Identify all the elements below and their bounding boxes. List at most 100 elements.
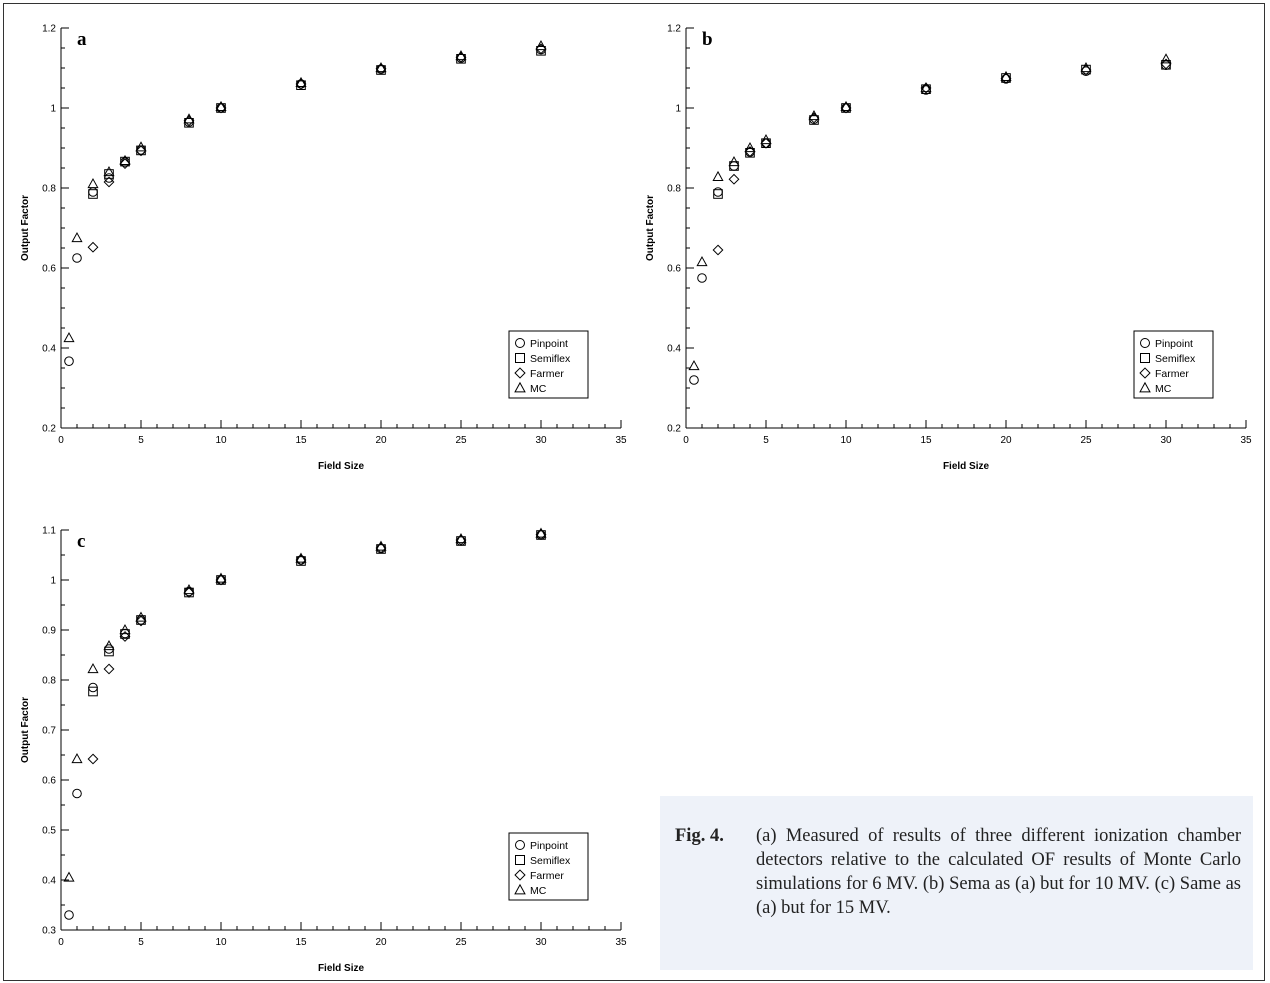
y-axis-title: Output Factor [20, 195, 31, 261]
data-point [104, 646, 114, 657]
data-point [535, 529, 547, 540]
legend-label: Semiflex [1155, 353, 1196, 365]
legend-label: MC [1155, 383, 1172, 395]
data-point [712, 170, 724, 181]
data-point [376, 543, 386, 554]
y-tick-label: 0.8 [667, 184, 681, 195]
data-point [103, 176, 115, 188]
series-pinpoint [689, 60, 1171, 385]
chart-panel-a: 0 5 10 15 20 25 30 35 0.2 0.4 0.6 0.8 1 1.2 Field Size… [20, 24, 627, 473]
panel-label: a [77, 29, 87, 50]
y-tick-label: 0.6 [42, 264, 56, 275]
chart-panel-b: 0 5 10 15 20 25 30 35 0.2 0.4 0.6 0.8 1 1.2 Field Size… [645, 24, 1252, 473]
data-point [375, 540, 387, 551]
data-point [535, 527, 547, 538]
data-point [455, 51, 467, 63]
data-point [88, 686, 98, 697]
legend-label: Farmer [530, 870, 564, 882]
x-tick-label: 35 [1240, 435, 1252, 446]
data-point [71, 232, 83, 243]
data-point [745, 148, 755, 158]
data-point [119, 631, 131, 642]
caption-text: (a) Measured of results of three differe… [756, 826, 1241, 918]
data-point [744, 146, 756, 158]
y-tick-label: 1 [675, 104, 681, 115]
data-point [87, 753, 99, 765]
data-point [1000, 70, 1012, 81]
data-point [103, 640, 115, 651]
x-tick-label: 20 [375, 435, 387, 446]
legend-marker-mc [1139, 381, 1151, 393]
series-farmer [87, 529, 547, 765]
y-tick-label: 0.2 [42, 424, 56, 435]
data-point [87, 663, 99, 674]
x-tick-label: 35 [615, 937, 627, 948]
legend-marker-semiflex [1140, 353, 1150, 363]
legend: Pinpoint Semiflex Farmer MC [508, 330, 589, 399]
data-point [135, 145, 147, 157]
panel-label: c [77, 531, 85, 552]
legend-label: Semiflex [530, 855, 571, 867]
data-point [88, 187, 98, 197]
x-tick-label: 0 [58, 435, 64, 446]
data-point [119, 154, 131, 165]
legend-label: Pinpoint [1155, 338, 1193, 350]
data-point [455, 50, 467, 61]
y-tick-label: 1.2 [667, 24, 681, 35]
y-tick-label: 0.7 [42, 726, 56, 737]
data-point [840, 102, 852, 114]
x-tick-label: 5 [763, 435, 769, 446]
series-pinpoint [64, 530, 546, 920]
data-point [375, 63, 387, 75]
data-point [455, 533, 467, 544]
x-tick-label: 15 [295, 937, 307, 948]
data-point [72, 253, 82, 263]
data-point [295, 552, 307, 563]
y-tick-label: 0.8 [42, 676, 56, 687]
figure-caption: Fig. 4. (a) Measured of results of three… [660, 796, 1253, 970]
y-axis-title: Output Factor [645, 195, 656, 261]
legend-marker-pinpoint [1140, 338, 1150, 348]
caption-label: Fig. 4. [675, 826, 724, 846]
series-mc [63, 40, 547, 343]
x-tick-label: 15 [920, 435, 932, 446]
figure-frame [3, 3, 1265, 981]
data-point [760, 134, 772, 145]
legend-label: MC [530, 383, 547, 395]
series-mc [688, 53, 1172, 371]
data-point [103, 663, 115, 675]
data-point [728, 173, 740, 185]
data-point [840, 100, 852, 111]
legend-marker-farmer [1139, 367, 1151, 379]
x-tick-label: 0 [683, 435, 689, 446]
data-point [697, 273, 707, 283]
data-point [728, 156, 740, 167]
legend-marker-mc [514, 381, 526, 393]
data-point [920, 82, 932, 94]
y-tick-label: 0.8 [42, 184, 56, 195]
data-point [135, 615, 147, 627]
data-point [87, 178, 99, 189]
legend: Pinpoint Semiflex Farmer MC [508, 832, 589, 901]
data-point [295, 76, 307, 87]
x-tick-label: 10 [840, 435, 852, 446]
data-point [64, 910, 74, 920]
legend-marker-mc [514, 883, 526, 895]
x-tick-label: 5 [138, 937, 144, 948]
legend-marker-semiflex [515, 855, 525, 865]
legend: Pinpoint Semiflex Farmer MC [1133, 330, 1214, 399]
legend-label: Pinpoint [530, 840, 568, 852]
x-tick-label: 30 [535, 435, 547, 446]
data-point [688, 360, 700, 371]
data-point [744, 142, 756, 153]
data-point [920, 82, 932, 93]
data-point [215, 102, 227, 114]
data-point [119, 624, 131, 635]
y-tick-label: 1.1 [42, 526, 56, 537]
data-point [103, 166, 115, 177]
data-point [215, 100, 227, 111]
legend-label: MC [530, 885, 547, 897]
data-point [1080, 62, 1092, 73]
legend-label: Semiflex [530, 353, 571, 365]
data-point [713, 187, 723, 197]
